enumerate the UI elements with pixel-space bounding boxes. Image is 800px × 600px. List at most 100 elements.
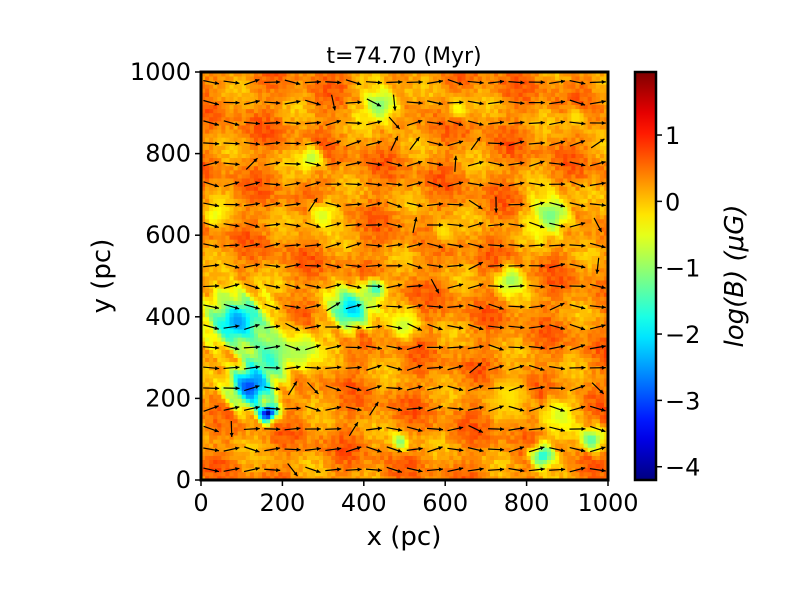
heatmap-cell [205,378,210,383]
heatmap-cell [249,443,255,448]
heatmap-cell [262,276,267,281]
heatmap-cell [551,382,556,387]
heatmap-cell [339,386,344,391]
heatmap-cell [209,296,214,301]
heatmap-cell [518,439,523,444]
heatmap-cell [555,288,560,293]
heatmap-cell [461,402,466,407]
heatmap-cell [282,426,287,432]
heatmap-cell [278,471,283,477]
heatmap-cell [473,431,479,436]
heatmap-cell [502,471,507,477]
heatmap-cell [347,292,352,297]
heatmap-cell [506,439,511,444]
heatmap-cell [266,410,271,416]
heatmap-cell [408,280,414,285]
heatmap-cell [563,361,568,367]
heatmap-cell [282,357,287,363]
heatmap-cell [217,349,222,354]
heatmap-cell [347,284,352,289]
heatmap-cell [201,365,206,371]
heatmap-cell [294,349,300,354]
heatmap-cell [587,426,593,432]
heatmap-cell [278,475,283,480]
heatmap-cell [241,390,247,395]
heatmap-cell [319,443,324,448]
heatmap-cell [461,459,466,465]
heatmap-cell [489,353,495,358]
heatmap-cell [286,443,291,448]
heatmap-cell [441,353,446,358]
heatmap-cell [530,373,536,379]
heatmap-cell [217,418,222,424]
heatmap-cell [282,402,287,407]
heatmap-cell [567,357,572,363]
heatmap-cell [274,369,279,375]
heatmap-cell [343,341,348,346]
heatmap-cell [298,390,304,395]
heatmap-cell [335,422,340,428]
heatmap-cell [567,455,572,460]
heatmap-cell [510,390,515,395]
heatmap-cell [388,361,393,367]
heatmap-cell [494,361,499,367]
heatmap-cell [494,471,499,477]
heatmap-cell [290,373,296,379]
heatmap-cell [477,435,483,440]
heatmap-cell [575,288,580,293]
heatmap-cell [489,300,495,305]
heatmap-cell [331,300,336,305]
heatmap-cell [384,329,389,334]
heatmap-cell [514,394,519,399]
heatmap-cell [302,320,308,326]
heatmap-cell [473,349,479,354]
heatmap-cell [323,475,328,480]
heatmap-cell [359,378,365,383]
heatmap-cell [270,320,275,326]
heatmap-cell [555,394,560,399]
heatmap-cell [306,337,312,342]
heatmap-cell [412,435,418,440]
heatmap-cell [201,280,206,285]
heatmap-cell [506,394,511,399]
heatmap-cell [351,341,357,346]
heatmap-cell [420,451,426,456]
heatmap-cell [599,435,605,440]
heatmap-cell [575,418,580,424]
heatmap-cell [587,463,593,469]
heatmap-cell [396,378,401,383]
heatmap-cell [530,369,536,375]
heatmap-cell [530,276,536,281]
heatmap-cell [290,276,296,281]
heatmap-cell [266,463,271,469]
heatmap-cell [294,276,300,281]
heatmap-cell [551,316,556,322]
heatmap-cell [567,341,572,346]
heatmap-cell [481,394,487,399]
heatmap-cell [546,288,552,293]
heatmap-cell [384,324,389,330]
heatmap-cell [278,443,283,448]
heatmap-cell [237,422,243,428]
heatmap-cell [603,316,608,322]
heatmap-cell [424,316,430,322]
heatmap-cell [428,390,434,395]
heatmap-cell [494,357,499,363]
heatmap-cell [481,316,487,322]
heatmap-cell [225,426,230,432]
heatmap-cell [388,288,393,293]
heatmap-cell [445,300,450,305]
heatmap-cell [457,443,462,448]
heatmap-cell [343,312,348,318]
heatmap-cell [559,431,564,436]
heatmap-cell [534,382,540,387]
heatmap-cell [245,418,251,424]
heatmap-cell [583,308,589,314]
heatmap-cell [351,329,357,334]
heatmap-cell [237,471,243,477]
heatmap-cell [428,475,434,480]
heatmap-cell [420,284,426,289]
heatmap-cell [286,280,291,285]
heatmap-cell [367,463,373,469]
heatmap-cell [437,418,442,424]
